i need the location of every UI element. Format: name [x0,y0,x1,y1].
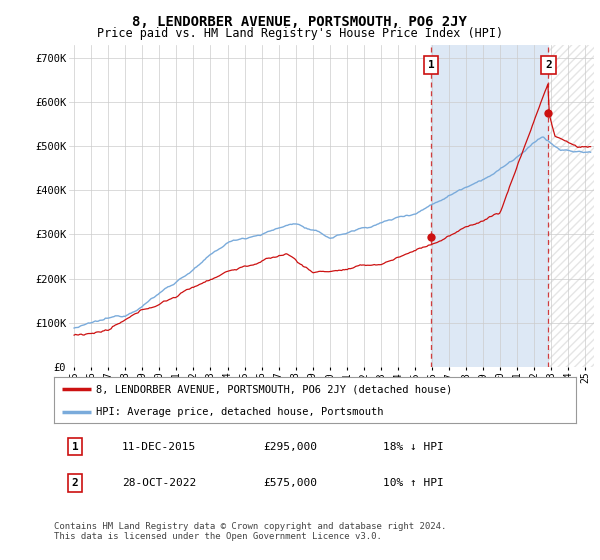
Text: 28-OCT-2022: 28-OCT-2022 [122,478,196,488]
Text: 11-DEC-2015: 11-DEC-2015 [122,442,196,451]
Text: £575,000: £575,000 [263,478,317,488]
Text: £295,000: £295,000 [263,442,317,451]
Text: HPI: Average price, detached house, Portsmouth: HPI: Average price, detached house, Port… [96,407,383,417]
Text: 1: 1 [428,60,434,69]
Text: 8, LENDORBER AVENUE, PORTSMOUTH, PO6 2JY (detached house): 8, LENDORBER AVENUE, PORTSMOUTH, PO6 2JY… [96,384,452,394]
Text: Contains HM Land Registry data © Crown copyright and database right 2024.
This d: Contains HM Land Registry data © Crown c… [54,522,446,542]
Text: 10% ↑ HPI: 10% ↑ HPI [383,478,443,488]
Text: 1: 1 [71,442,78,451]
Bar [548,45,594,367]
Text: 8, LENDORBER AVENUE, PORTSMOUTH, PO6 2JY: 8, LENDORBER AVENUE, PORTSMOUTH, PO6 2JY [133,15,467,29]
Text: 2: 2 [545,60,552,69]
Text: 2: 2 [71,478,78,488]
Bar [548,45,594,367]
Bar [431,45,548,367]
Text: 18% ↓ HPI: 18% ↓ HPI [383,442,443,451]
Text: Price paid vs. HM Land Registry's House Price Index (HPI): Price paid vs. HM Land Registry's House … [97,27,503,40]
